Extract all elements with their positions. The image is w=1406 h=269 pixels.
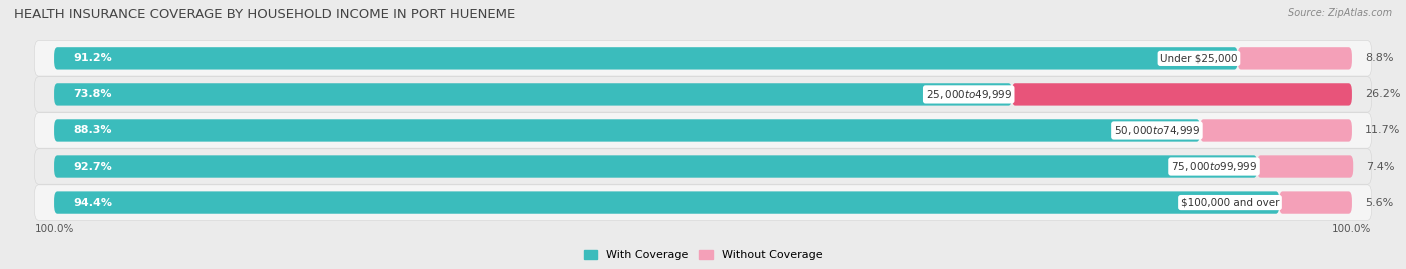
Text: $75,000 to $99,999: $75,000 to $99,999 [1171,160,1257,173]
FancyBboxPatch shape [35,149,1371,184]
FancyBboxPatch shape [1012,83,1353,106]
Text: 94.4%: 94.4% [73,197,112,208]
Text: Source: ZipAtlas.com: Source: ZipAtlas.com [1288,8,1392,18]
FancyBboxPatch shape [53,155,1257,178]
FancyBboxPatch shape [53,191,1279,214]
Text: Under $25,000: Under $25,000 [1160,53,1237,63]
Text: 8.8%: 8.8% [1365,53,1393,63]
Text: 26.2%: 26.2% [1365,89,1400,100]
FancyBboxPatch shape [53,119,1201,142]
Text: 100.0%: 100.0% [35,224,75,233]
FancyBboxPatch shape [35,77,1371,112]
Legend: With Coverage, Without Coverage: With Coverage, Without Coverage [583,250,823,260]
Text: 11.7%: 11.7% [1365,125,1400,136]
Text: 5.6%: 5.6% [1365,197,1393,208]
Text: 7.4%: 7.4% [1367,161,1395,172]
FancyBboxPatch shape [35,41,1371,76]
FancyBboxPatch shape [53,83,1012,106]
Text: 91.2%: 91.2% [73,53,112,63]
FancyBboxPatch shape [53,47,1237,70]
Text: 73.8%: 73.8% [73,89,112,100]
Text: $50,000 to $74,999: $50,000 to $74,999 [1114,124,1201,137]
FancyBboxPatch shape [35,185,1371,220]
Text: $25,000 to $49,999: $25,000 to $49,999 [925,88,1012,101]
Text: HEALTH INSURANCE COVERAGE BY HOUSEHOLD INCOME IN PORT HUENEME: HEALTH INSURANCE COVERAGE BY HOUSEHOLD I… [14,8,516,21]
Text: 88.3%: 88.3% [73,125,112,136]
Text: $100,000 and over: $100,000 and over [1181,197,1279,208]
FancyBboxPatch shape [1279,191,1353,214]
Text: 92.7%: 92.7% [73,161,112,172]
FancyBboxPatch shape [1237,47,1353,70]
FancyBboxPatch shape [35,113,1371,148]
FancyBboxPatch shape [1257,155,1353,178]
Text: 100.0%: 100.0% [1331,224,1371,233]
FancyBboxPatch shape [1201,119,1353,142]
